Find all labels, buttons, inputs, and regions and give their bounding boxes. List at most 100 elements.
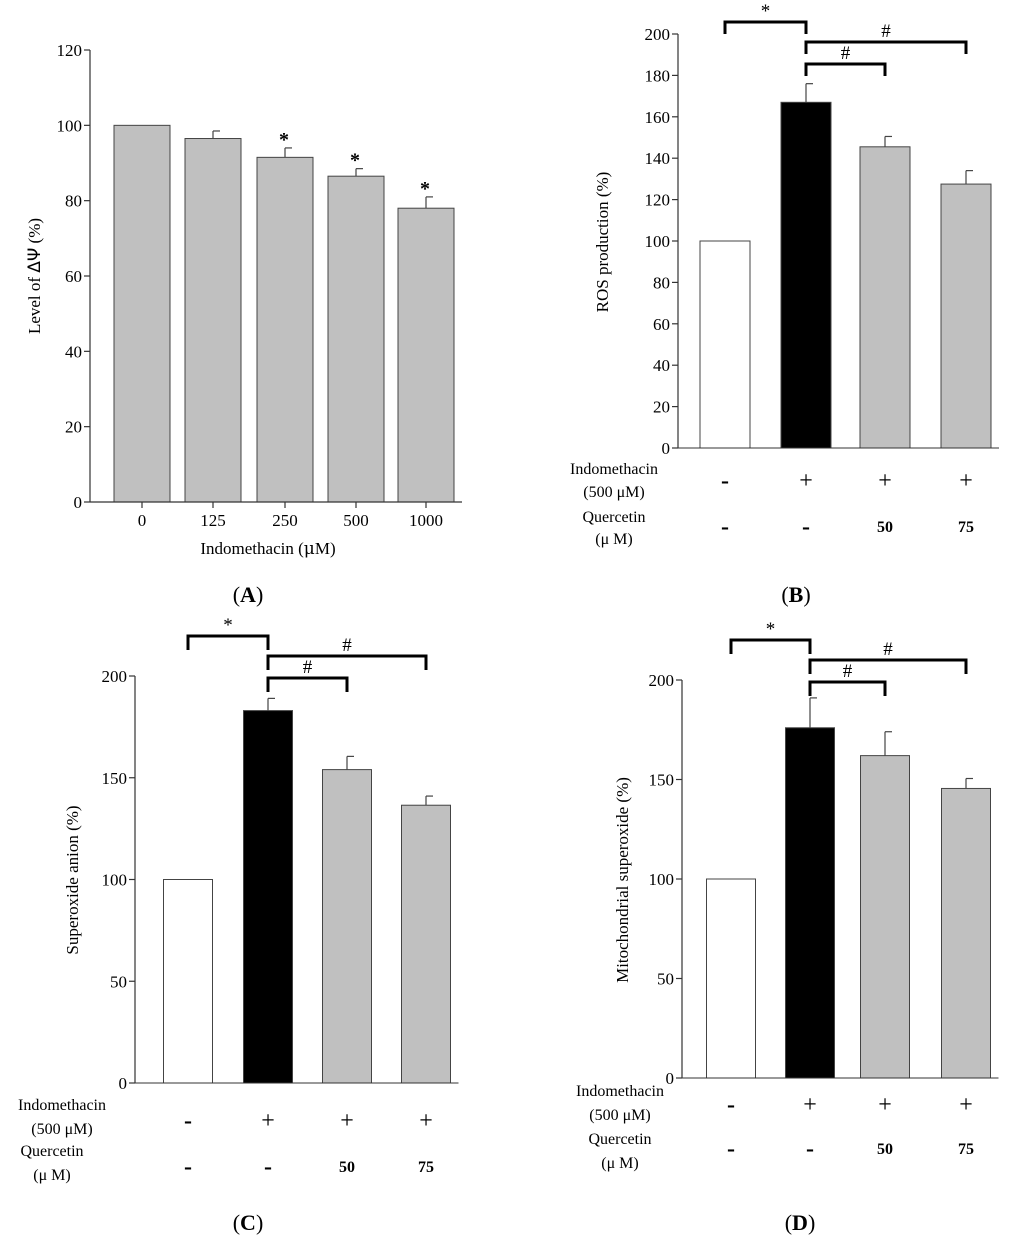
y-tick-label-d: 50 [657,970,674,989]
significance-symbol-b: * [761,1,771,22]
y-axis-label-b: ROS production (%) [593,172,612,313]
quercetin-dose-c: 75 [418,1159,434,1176]
quercetin-dose-c: 50 [339,1159,355,1176]
quercetin-dose-d: - [727,1136,735,1162]
y-axis-label-a: Level of ΔΨ (%) [25,218,45,334]
panel-b: 0 20 40 60 80 100 120 140 160 180 200 * # # - + + + - - 50… [570,1,999,607]
significance-star-a: * [420,178,430,200]
panel-d: 0 50 100 150 200 * # # - + + + - - 50 75 Mitochondria… [576,619,999,1235]
panel-label-b: (B) [781,582,810,607]
significance-bracket-d [729,638,812,654]
y-tick-label-a: 100 [57,116,83,135]
y-axis-label-d: Mitochondrial superoxide (%) [613,777,632,983]
bars-d [682,697,999,1079]
bar-c [163,879,213,1084]
significance-symbol-d: # [883,639,893,660]
y-tick-label-a: 40 [65,342,82,361]
row-label-quercetin-unit-c: (μ M) [33,1167,70,1184]
quercetin-dose-d: 50 [877,1141,893,1158]
indomethacin-sign-c: - [184,1108,192,1134]
y-tick-label-b: 0 [662,439,671,458]
y-tick-label-d: 100 [649,870,675,889]
row-label-indomethacin-b: Indomethacin [570,461,658,478]
indomethacin-sign-b: - [721,468,729,494]
significance-bracket-c [186,634,270,650]
row-label-quercetin-unit-d: (μ M) [601,1155,638,1172]
bar-d [785,727,835,1079]
bar-a [184,138,242,503]
row-label-indomethacin-dose-d: (500 μM) [589,1107,650,1124]
row-label-quercetin-d: Quercetin [588,1131,651,1148]
significance-symbol-c: * [223,615,233,636]
y-tick-label-c: 200 [102,667,128,686]
significance-star-a: * [279,129,289,151]
indomethacin-sign-b: + [959,468,973,494]
panel-label-a: (A) [233,582,264,607]
bar-d [860,755,910,1079]
x-tick-label-a: 500 [343,511,369,530]
bar-d [941,787,991,1079]
panel-label-c: (C) [233,1210,264,1235]
quercetin-dose-b: 75 [958,519,974,536]
x-tick-label-a: 250 [272,511,298,530]
y-tick-label-c: 50 [110,972,127,991]
panel-c: 0 50 100 150 200 * # # - + + + - - 50 75 Superoxide a… [18,615,459,1235]
x-tick-label-a: 0 [138,511,147,530]
bars-b [678,83,999,449]
y-axis-c: 0 50 100 150 200 [102,667,136,1093]
brackets-b: * # # [723,1,968,76]
panel-label-d: (D) [785,1210,816,1235]
row-label-indomethacin-c: Indomethacin [18,1097,106,1114]
row-label-quercetin-b: Quercetin [582,509,645,526]
panel-a: * * * 0 20 40 60 80 100 120 0 125 250 500 1000 Level… [25,41,462,607]
y-tick-label-b: 120 [645,191,671,210]
y-axis-b: 0 20 40 60 80 100 120 140 160 180 200 [645,25,679,458]
y-tick-label-d: 0 [666,1069,675,1088]
y-tick-label-b: 20 [653,398,670,417]
y-tick-label-b: 140 [645,149,671,168]
y-tick-label-d: 150 [649,771,675,790]
bar-a [113,124,171,503]
significance-bracket-b [804,40,968,54]
indomethacin-sign-c: + [261,1108,275,1134]
significance-symbol-d: # [843,661,853,682]
significance-bracket-b [804,62,887,76]
y-tick-label-b: 60 [653,315,670,334]
indomethacin-sign-c: + [419,1108,433,1134]
quercetin-dose-b: 50 [877,519,893,536]
indomethacin-sign-d: - [727,1092,735,1118]
bars-a: * * * [113,124,455,503]
significance-bracket-c [266,654,428,670]
brackets-d: * # # [729,619,968,696]
y-tick-label-c: 0 [119,1074,128,1093]
y-tick-label-b: 180 [645,66,671,85]
bar-a [327,175,385,503]
y-tick-label-b: 200 [645,25,671,44]
x-axis-label-a: Indomethacin (μM) [200,539,335,559]
quercetin-dose-d: 75 [958,1141,974,1158]
significance-bracket-d [808,680,887,696]
y-tick-label-a: 120 [57,41,83,60]
indomethacin-sign-d: + [878,1092,892,1118]
row-label-indomethacin-dose-b: (500 μM) [583,484,644,501]
x-tick-label-a: 125 [200,511,226,530]
y-tick-label-b: 80 [653,273,670,292]
y-tick-label-a: 0 [74,493,83,512]
y-tick-label-b: 160 [645,108,671,127]
row-label-indomethacin-dose-c: (500 μM) [31,1121,92,1138]
treatment-signs-b: - + + + - - 50 75 [721,468,974,540]
bar-c [401,804,451,1084]
quercetin-dose-b: - [721,514,729,540]
y-tick-label-a: 60 [65,267,82,286]
x-axis-a: 0 125 250 500 1000 [90,501,462,530]
significance-star-a: * [350,150,360,172]
bar-c [243,710,293,1084]
quercetin-dose-d: - [806,1136,814,1162]
bar-a [256,156,314,503]
bar-b [699,240,751,449]
indomethacin-sign-c: + [340,1108,354,1134]
row-label-quercetin-unit-b: (μ M) [595,531,632,548]
indomethacin-sign-b: + [799,468,813,494]
significance-symbol-d: * [766,619,776,640]
